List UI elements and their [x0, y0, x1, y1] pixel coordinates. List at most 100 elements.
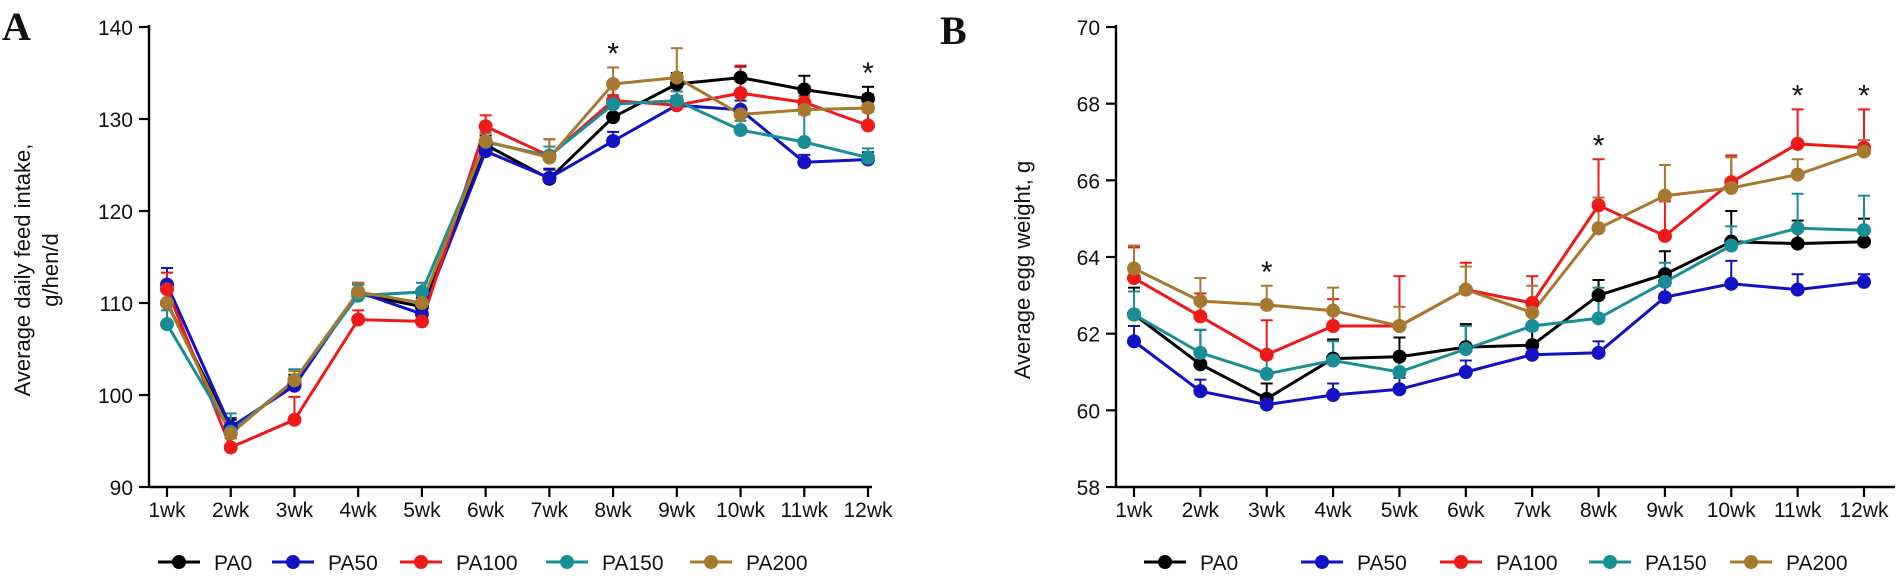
data-point-pa200-b: [1525, 305, 1540, 320]
significance-marker-b: *: [1792, 79, 1804, 112]
data-point-pa50-b: [1525, 347, 1540, 362]
legend-marker-pa200-a: [704, 555, 718, 569]
data-point-pa50-b: [1724, 276, 1739, 291]
x-tick-label-a: 5wk: [403, 499, 441, 522]
legend-label-pa150-a: PA150: [602, 552, 664, 575]
data-point-pa200-a: [797, 102, 812, 117]
data-point-pa150-b: [1790, 221, 1805, 236]
data-point-pa50-b: [1193, 384, 1208, 399]
data-point-pa200-a: [861, 100, 875, 115]
data-point-pa200-b: [1127, 261, 1141, 276]
series-line-pa0-a: [165, 76, 869, 432]
data-point-pa150-a: [606, 97, 621, 112]
data-point-pa50-b: [1259, 397, 1274, 412]
y-tick-label-b: 66: [1077, 170, 1100, 193]
x-tick-label-b: 7wk: [1514, 499, 1552, 522]
data-point-pa200-b: [1259, 297, 1274, 312]
data-point-pa150-b: [1458, 342, 1473, 356]
data-point-pa50-b: [1591, 345, 1606, 360]
data-point-pa100-a: [223, 440, 238, 455]
data-point-pa50-b: [1458, 365, 1473, 379]
data-point-pa200-a: [606, 77, 621, 92]
series-line-pa100-b: [1133, 142, 1865, 357]
x-tick-label-a: 11wk: [781, 499, 829, 522]
data-point-pa150-b: [1326, 353, 1341, 368]
data-point-pa100-b: [1193, 309, 1208, 324]
y-tick-label-a: 100: [98, 385, 133, 408]
data-point-pa100-b: [1591, 198, 1606, 213]
y-axis-label-b: Average egg weight, g: [1010, 161, 1035, 380]
x-tick-label-a: 10wk: [716, 499, 766, 522]
significance-marker-a: *: [607, 37, 619, 70]
data-point-pa0-a: [606, 110, 621, 125]
data-point-pa150-b: [1127, 307, 1141, 322]
data-point-pa200-b: [1392, 319, 1407, 333]
data-point-pa200-a: [414, 296, 429, 310]
data-point-pa150-b: [1259, 366, 1274, 381]
y-axis-label-a-line1: Average daily feed intake,: [10, 144, 35, 397]
panel-label-b: B: [940, 8, 967, 53]
data-point-pa100-a: [160, 282, 174, 297]
data-point-pa100-b: [1326, 319, 1341, 333]
legend-marker-pa150-a: [560, 555, 574, 569]
x-tick-label-b: 12wk: [1839, 499, 1889, 522]
data-point-pa150-a: [414, 284, 429, 299]
data-point-pa150-a: [797, 135, 812, 149]
data-point-pa0-a: [797, 82, 812, 97]
data-point-pa200-a: [733, 107, 748, 122]
y-tick-label-b: 58: [1077, 477, 1100, 500]
x-tick-label-b: 5wk: [1381, 499, 1419, 522]
data-point-pa200-b: [1857, 144, 1871, 159]
data-point-pa50-b: [1790, 282, 1805, 297]
data-point-pa100-a: [478, 119, 493, 134]
x-tick-label-b: 10wk: [1707, 499, 1757, 522]
data-point-pa50-b: [1392, 382, 1407, 397]
data-point-pa100-a: [733, 86, 748, 101]
series-line-pa200-b: [1133, 150, 1865, 328]
significance-marker-b: *: [1593, 129, 1605, 162]
panel-label-a: A: [2, 4, 31, 49]
x-tick-label-b: 8wk: [1580, 499, 1618, 522]
legend-marker-pa0-a: [172, 555, 186, 569]
legend-label-pa50-b: PA50: [1357, 552, 1407, 575]
x-tick-label-b: 1wk: [1115, 499, 1153, 522]
data-point-pa100-b: [1259, 347, 1274, 362]
y-tick-label-a: 140: [98, 17, 133, 40]
data-point-pa0-b: [1525, 338, 1540, 353]
y-tick-label-b: 64: [1077, 247, 1101, 270]
data-point-pa150-b: [1724, 238, 1739, 253]
series-line-pa150-b: [1133, 226, 1865, 376]
data-point-pa150-a: [733, 123, 748, 138]
significance-marker-b: *: [1858, 79, 1870, 112]
x-tick-label-b: 9wk: [1646, 499, 1684, 522]
y-tick-label-b: 62: [1077, 324, 1100, 347]
data-point-pa0-b: [1193, 357, 1208, 372]
legend-marker-pa150-b: [1603, 555, 1617, 569]
data-point-pa150-b: [1591, 311, 1606, 326]
x-tick-label-b: 11wk: [1774, 499, 1822, 522]
significance-marker-b: *: [1261, 256, 1273, 289]
x-tick-label-a: 4wk: [340, 499, 378, 522]
data-point-pa100-a: [861, 118, 875, 133]
data-point-pa200-a: [351, 284, 366, 299]
data-point-pa150-b: [1525, 319, 1540, 333]
data-point-pa150-a: [669, 93, 684, 108]
data-point-pa150-b: [1657, 274, 1672, 289]
legend-marker-pa200-b: [1744, 555, 1758, 569]
legend-label-pa150-b: PA150: [1645, 552, 1707, 575]
data-point-pa100-a: [414, 314, 429, 329]
y-tick-label-b: 60: [1077, 400, 1100, 423]
x-tick-label-a: 1wk: [148, 499, 186, 522]
data-point-pa50-b: [1657, 290, 1672, 305]
y-tick-label-a: 120: [98, 201, 133, 224]
data-point-pa100-a: [287, 412, 302, 427]
data-point-pa50-a: [542, 170, 557, 185]
data-point-pa200-a: [160, 296, 174, 310]
data-point-pa200-b: [1657, 188, 1672, 203]
chart-panel-a: A Average daily feed intake, g/hen/d 90 1…: [2, 4, 893, 575]
legend-marker-pa50-b: [1315, 555, 1329, 569]
x-tick-label-a: 9wk: [658, 499, 696, 522]
data-point-pa0-b: [1591, 288, 1606, 303]
x-tick-label-a: 3wk: [276, 499, 314, 522]
